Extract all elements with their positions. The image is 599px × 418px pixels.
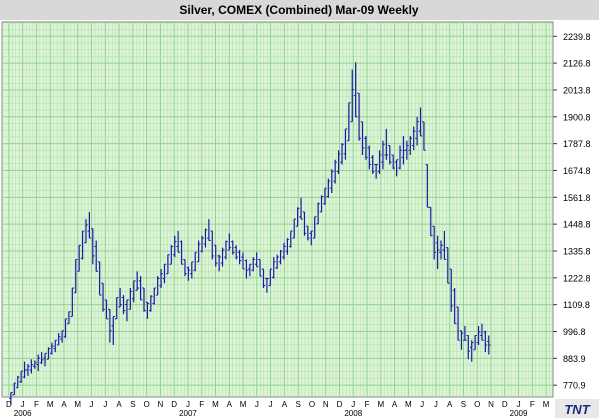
- x-month-label: O: [474, 400, 480, 409]
- x-month-label: M: [212, 400, 219, 409]
- x-month-label: A: [227, 400, 233, 409]
- x-month-label: M: [405, 400, 412, 409]
- x-month-label: M: [240, 400, 247, 409]
- y-tick-label: 883.9: [563, 354, 586, 364]
- price-bars: [9, 62, 491, 405]
- y-tick-label: 1900.8: [563, 112, 591, 122]
- x-month-label: O: [309, 400, 315, 409]
- x-month-label: J: [21, 400, 25, 409]
- y-tick-label: 996.8: [563, 327, 586, 337]
- x-year-label: 2006: [14, 409, 32, 418]
- x-month-label: A: [61, 400, 67, 409]
- x-month-label: J: [420, 400, 424, 409]
- x-month-label: J: [90, 400, 94, 409]
- x-month-label: A: [116, 400, 122, 409]
- x-month-label: N: [158, 400, 164, 409]
- y-tick-label: 1674.8: [563, 166, 591, 176]
- x-month-label: F: [365, 400, 370, 409]
- x-month-label: F: [199, 400, 204, 409]
- x-month-label: N: [323, 400, 329, 409]
- y-tick-label: 1222.8: [563, 273, 591, 283]
- x-year-label: 2009: [510, 409, 528, 418]
- chart-title: Silver, COMEX (Combined) Mar-09 Weekly: [179, 3, 419, 17]
- y-tick-label: 1787.8: [563, 139, 591, 149]
- x-month-label: J: [186, 400, 190, 409]
- x-month-label: S: [461, 400, 466, 409]
- x-month-label: A: [447, 400, 453, 409]
- x-month-label: J: [434, 400, 438, 409]
- tnt-logo: TNT: [555, 399, 599, 418]
- y-tick-label: 1335.8: [563, 246, 591, 256]
- logo-background: [555, 399, 599, 418]
- logo-text: TNT: [564, 402, 590, 417]
- x-month-label: M: [377, 400, 384, 409]
- x-month-label: J: [517, 400, 521, 409]
- x-month-label: D: [502, 400, 508, 409]
- y-tick-label: 1109.8: [563, 300, 590, 310]
- x-month-label: O: [144, 400, 150, 409]
- x-month-label: F: [530, 400, 535, 409]
- x-month-label: M: [543, 400, 550, 409]
- x-month-label: M: [74, 400, 81, 409]
- x-month-label: S: [295, 400, 300, 409]
- x-month-label: A: [392, 400, 398, 409]
- x-month-label: N: [488, 400, 494, 409]
- x-month-label: D: [337, 400, 343, 409]
- x-month-label: J: [269, 400, 273, 409]
- x-month-label: J: [255, 400, 259, 409]
- x-month-label: M: [47, 400, 54, 409]
- x-year-label: 2008: [344, 409, 362, 418]
- x-month-label: S: [130, 400, 135, 409]
- x-month-label: F: [34, 400, 39, 409]
- y-tick-label: 2013.8: [563, 85, 591, 95]
- y-axis: 770.9 883.9 996.8 1109.8 1222.8 1335.8 1448.8 1…: [553, 32, 591, 391]
- x-month-label: A: [282, 400, 288, 409]
- x-month-label: D: [6, 400, 12, 409]
- y-tick-label: 2126.8: [563, 59, 591, 69]
- x-year-label: 2007: [179, 409, 197, 418]
- title-bar: [0, 0, 599, 20]
- y-tick-label: 770.9: [563, 381, 586, 391]
- minor-grid: [2, 22, 553, 397]
- x-month-label: J: [103, 400, 107, 409]
- x-month-label: J: [351, 400, 355, 409]
- y-tick-label: 2239.8: [563, 32, 591, 42]
- y-tick-label: 1561.8: [563, 193, 591, 203]
- x-month-label: D: [171, 400, 177, 409]
- y-tick-label: 1448.8: [563, 220, 591, 230]
